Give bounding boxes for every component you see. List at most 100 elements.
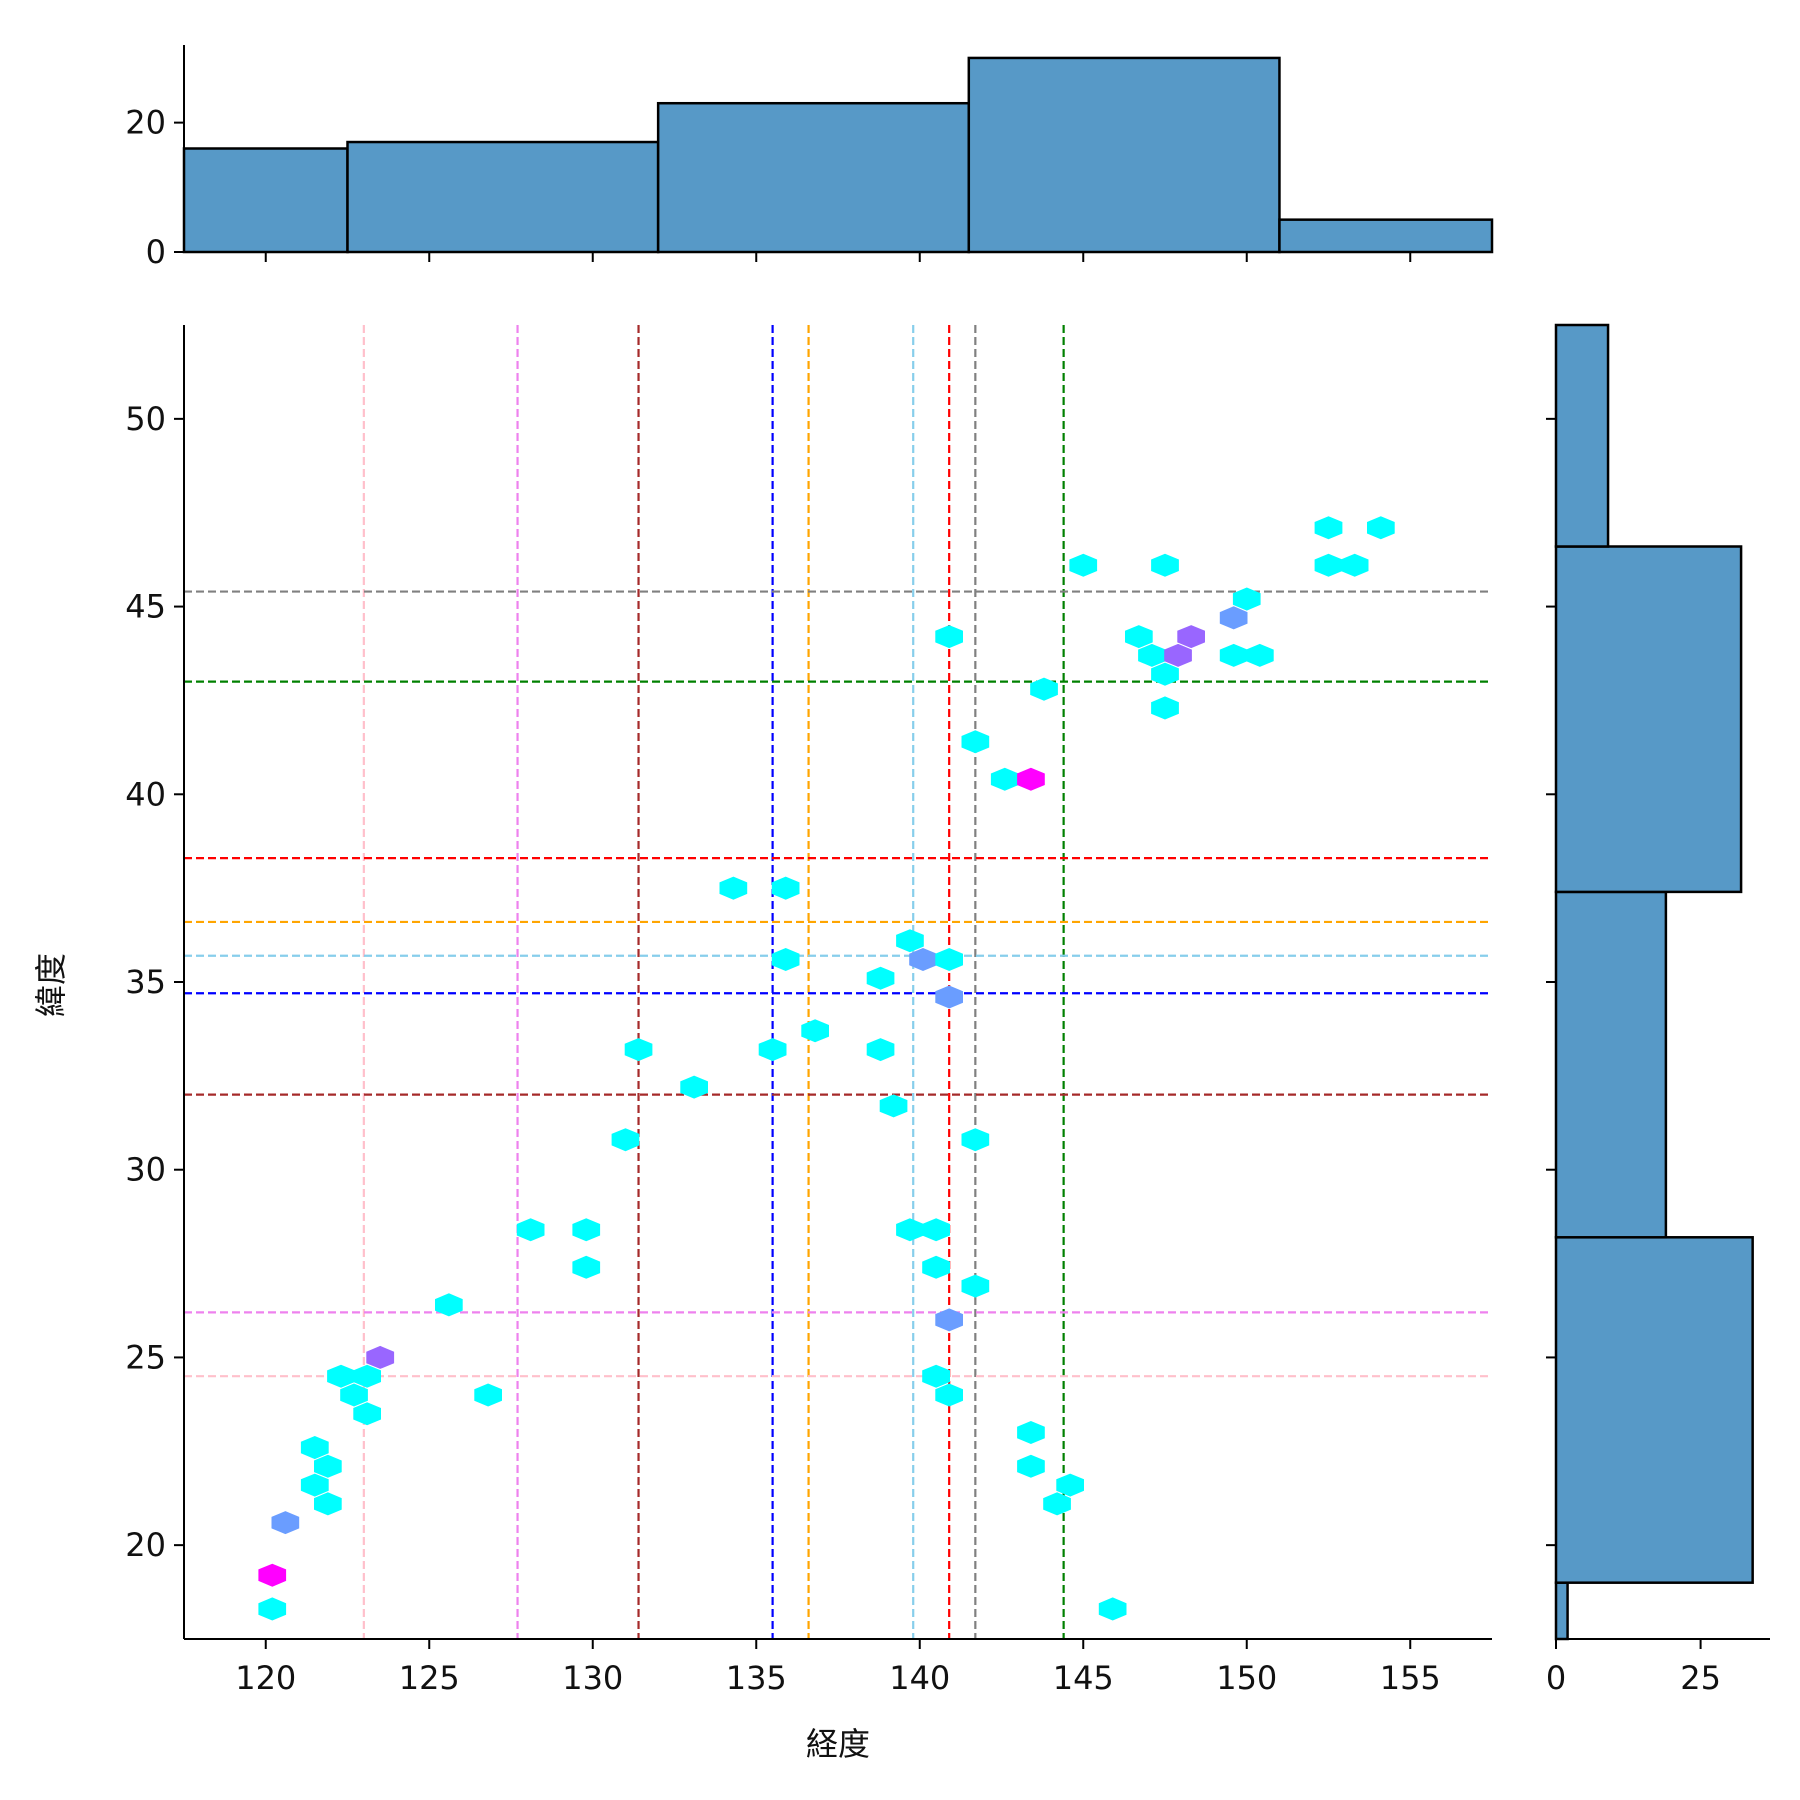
hexbin-27 [879, 1094, 908, 1118]
hexbin-64 [1340, 553, 1369, 577]
hexbin-38 [935, 625, 963, 649]
hexbin-3 [300, 1473, 329, 1497]
marginal-y-histogram: 0 25 [1546, 323, 1770, 1697]
y-tick-label: 20 [125, 1526, 166, 1564]
hexbin-59 [1219, 643, 1248, 667]
hexbin-55 [1151, 553, 1179, 577]
marginal-y-bar-4 [1554, 323, 1610, 548]
hexbin-57 [1177, 625, 1205, 649]
hexbin-32 [922, 1255, 950, 1279]
hexbin-44 [1017, 1421, 1045, 1444]
hexbin-50 [1098, 1597, 1127, 1621]
hexbin-17 [611, 1128, 640, 1152]
x-tick-label: 145 [1053, 1659, 1114, 1697]
marginal-y-bar-0 [1554, 1581, 1569, 1641]
marginal-y-tick-label: 0 [1546, 1659, 1566, 1697]
marginal-y-bar-3 [1554, 545, 1743, 894]
y-tick-label: 40 [125, 775, 166, 813]
marginal-x-bar-2 [656, 101, 971, 254]
hexbin-47 [1043, 1492, 1071, 1516]
x-tick-label: 125 [399, 1659, 460, 1697]
hexbin-26 [866, 1038, 895, 1062]
hexbin-2 [271, 1511, 300, 1535]
hexbin-25 [866, 966, 895, 990]
hexbin-33 [935, 948, 963, 971]
hexbin-22 [771, 876, 800, 900]
y-tick-label: 25 [125, 1338, 166, 1376]
hexbin-65 [1367, 516, 1395, 540]
marginal-x-bar-0 [182, 147, 349, 254]
marginal-x-tick-label: 0 [146, 233, 166, 271]
hexbin-45 [1017, 1454, 1045, 1478]
hexbin-18 [624, 1038, 653, 1062]
hexbin-10 [353, 1364, 381, 1388]
hexbin-7 [327, 1364, 355, 1388]
y-tick-label: 35 [125, 963, 166, 1001]
hexbin-40 [961, 1128, 990, 1152]
hexbin-62 [1314, 516, 1343, 540]
hexbin-21 [758, 1038, 787, 1062]
hexbin-52 [1138, 643, 1166, 667]
hexbin-13 [474, 1383, 502, 1407]
hexbin-4 [300, 1436, 329, 1460]
hexbin-53 [1151, 662, 1179, 686]
hexbin-29 [896, 1218, 924, 1242]
x-tick-label: 135 [726, 1659, 787, 1697]
hexbin-39 [961, 730, 990, 754]
hexbin-15 [572, 1218, 601, 1242]
hexbin-36 [922, 1364, 950, 1388]
hexbin-35 [935, 1308, 963, 1332]
hexbin-20 [719, 876, 748, 900]
marginal-x-tick-label: 20 [125, 104, 166, 142]
hexbin-6 [314, 1492, 342, 1516]
x-tick-label: 150 [1216, 1659, 1277, 1697]
hexbin-23 [771, 948, 800, 971]
hexbin-5 [314, 1454, 342, 1478]
hexbin-34 [935, 985, 963, 1009]
main-hexbin-plot: 120 125 130 135 140 145 150 155 20 25 30 35 40 45 50 [125, 325, 1492, 1697]
marginal-x-bar-4 [1278, 218, 1494, 254]
hexbin-48 [1056, 1473, 1084, 1497]
marginal-y-bar-2 [1554, 890, 1668, 1239]
hexbin-41 [961, 1274, 990, 1298]
marginal-x-histogram: 0 20 [125, 45, 1494, 271]
x-tick-label: 130 [562, 1659, 623, 1697]
hexbin-9 [353, 1402, 381, 1426]
y-tick-label: 50 [125, 400, 166, 438]
hexbin-31 [922, 1218, 950, 1242]
hexbin-19 [680, 1075, 708, 1099]
hexbin-61 [1246, 643, 1274, 667]
x-axis-label: 経度 [806, 1725, 870, 1763]
x-tick-label: 140 [889, 1659, 950, 1697]
hexbin-30 [909, 948, 937, 971]
hexbin-60 [1232, 587, 1261, 611]
y-tick-label: 45 [125, 588, 166, 626]
hexbin-46 [1030, 677, 1058, 701]
hexbin-24 [801, 1019, 829, 1043]
hexbin-16 [572, 1255, 601, 1279]
hexbin-12 [435, 1293, 463, 1317]
marginal-x-bar-3 [967, 56, 1281, 254]
x-tick-label: 155 [1380, 1659, 1441, 1697]
hexbin-14 [516, 1218, 545, 1242]
hexbin-56 [1164, 643, 1192, 667]
hexbin-54 [1151, 696, 1179, 720]
hexbin-43 [1017, 767, 1045, 791]
hexbin-11 [366, 1345, 395, 1369]
hexbin-58 [1219, 606, 1248, 630]
hexbin-0 [258, 1597, 287, 1621]
hexbin-63 [1314, 553, 1343, 577]
hexbin-28 [896, 929, 924, 953]
hexbin-8 [340, 1383, 368, 1407]
marginal-y-tick-label: 25 [1680, 1659, 1721, 1697]
y-tick-label: 30 [125, 1151, 166, 1189]
x-tick-label: 120 [235, 1659, 296, 1697]
hexbin-49 [1069, 553, 1098, 577]
hexbin-37 [935, 1383, 963, 1407]
hexbin-1 [258, 1563, 287, 1587]
marginal-x-bar-1 [346, 140, 660, 254]
marginal-y-bar-1 [1554, 1236, 1754, 1584]
y-axis-label: 緯度 [32, 953, 70, 1017]
hexbin-51 [1125, 625, 1153, 649]
